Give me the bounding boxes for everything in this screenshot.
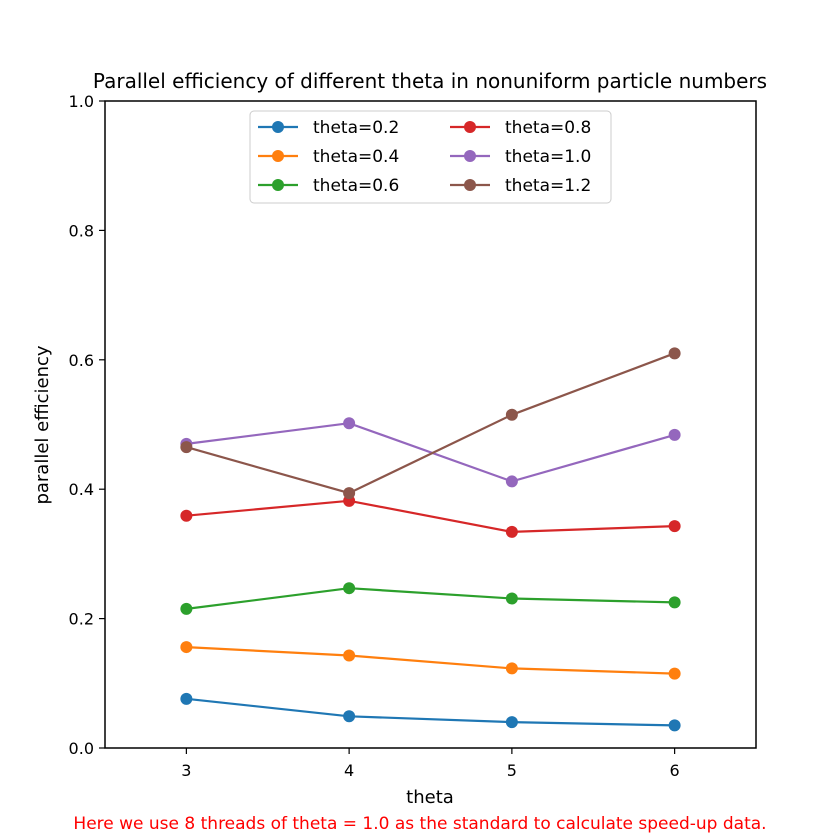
series-layer [180,347,681,732]
series-theta=1.0 [180,417,681,488]
legend-label: theta=1.0 [505,147,591,167]
data-point [180,441,193,454]
data-point [505,525,518,538]
y-axis-label: parallel efficiency [32,345,53,504]
series-line [186,646,675,675]
axis-ticks: 3 4 5 6 0.0 0.2 0.4 0.6 0.8 1.0 [69,92,680,780]
legend-swatch-marker [272,179,284,191]
y-tick-label: 0.6 [69,351,94,370]
data-point [180,602,193,615]
legend-item: theta=1.0 [450,147,591,167]
series-line [186,697,675,727]
series-line [186,499,675,534]
data-point [343,710,356,723]
data-point [668,347,681,360]
legend-item: theta=0.4 [258,147,399,167]
data-point [505,475,518,488]
legend-box [249,110,612,204]
legend-label: theta=1.2 [505,176,591,196]
series-theta=0.2 [180,692,681,732]
y-tick-label: 0.4 [69,480,94,499]
data-point [668,428,681,441]
legend: theta=0.2 theta=0.4 theta=0.6 theta=0.8 thet… [249,110,612,204]
data-point [668,596,681,609]
data-point [180,692,193,705]
y-tick-label: 1.0 [69,92,94,111]
series-theta=0.8 [180,494,681,538]
series-theta=1.2 [180,347,681,500]
y-tick-label: 0.2 [69,610,94,629]
legend-swatch-marker [272,150,284,162]
legend-label: theta=0.8 [505,118,591,138]
series-line [186,352,675,495]
data-point [180,509,193,522]
legend-item: theta=0.6 [258,176,399,196]
x-tick-label: 5 [507,761,517,780]
data-point [343,649,356,662]
data-point [343,582,356,595]
series-line [186,587,675,610]
legend-label: theta=0.6 [313,176,399,196]
y-tick-label: 0.8 [69,221,94,240]
x-tick-label: 4 [344,761,354,780]
x-tick-label: 3 [181,761,191,780]
x-axis-label: theta [406,787,454,808]
data-point [505,716,518,729]
x-tick-label: 6 [670,761,680,780]
data-point [668,667,681,680]
legend-item: theta=1.2 [450,176,591,196]
legend-swatch-marker [464,150,476,162]
series-line [186,422,675,483]
data-point [505,662,518,675]
plot-frame [104,100,757,749]
legend-swatch-marker [464,121,476,133]
data-point [668,719,681,732]
legend-swatch-marker [272,121,284,133]
legend-item: theta=0.8 [450,118,591,138]
footnote: Here we use 8 threads of theta = 1.0 as … [73,814,766,834]
data-point [343,417,356,430]
series-theta=0.6 [180,582,681,615]
series-theta=0.4 [180,641,681,680]
legend-label: theta=0.2 [313,118,399,138]
legend-item: theta=0.2 [258,118,399,138]
data-point [505,592,518,605]
data-point [180,641,193,654]
data-point [668,520,681,533]
legend-swatch-marker [464,179,476,191]
y-tick-label: 0.0 [69,739,94,758]
data-point [505,408,518,421]
data-point [343,487,356,500]
plot-area: 3 4 5 6 0.0 0.2 0.4 0.6 0.8 1.0 [69,92,757,780]
chart-title: Parallel efficiency of different theta i… [93,69,767,93]
legend-label: theta=0.4 [313,147,399,167]
